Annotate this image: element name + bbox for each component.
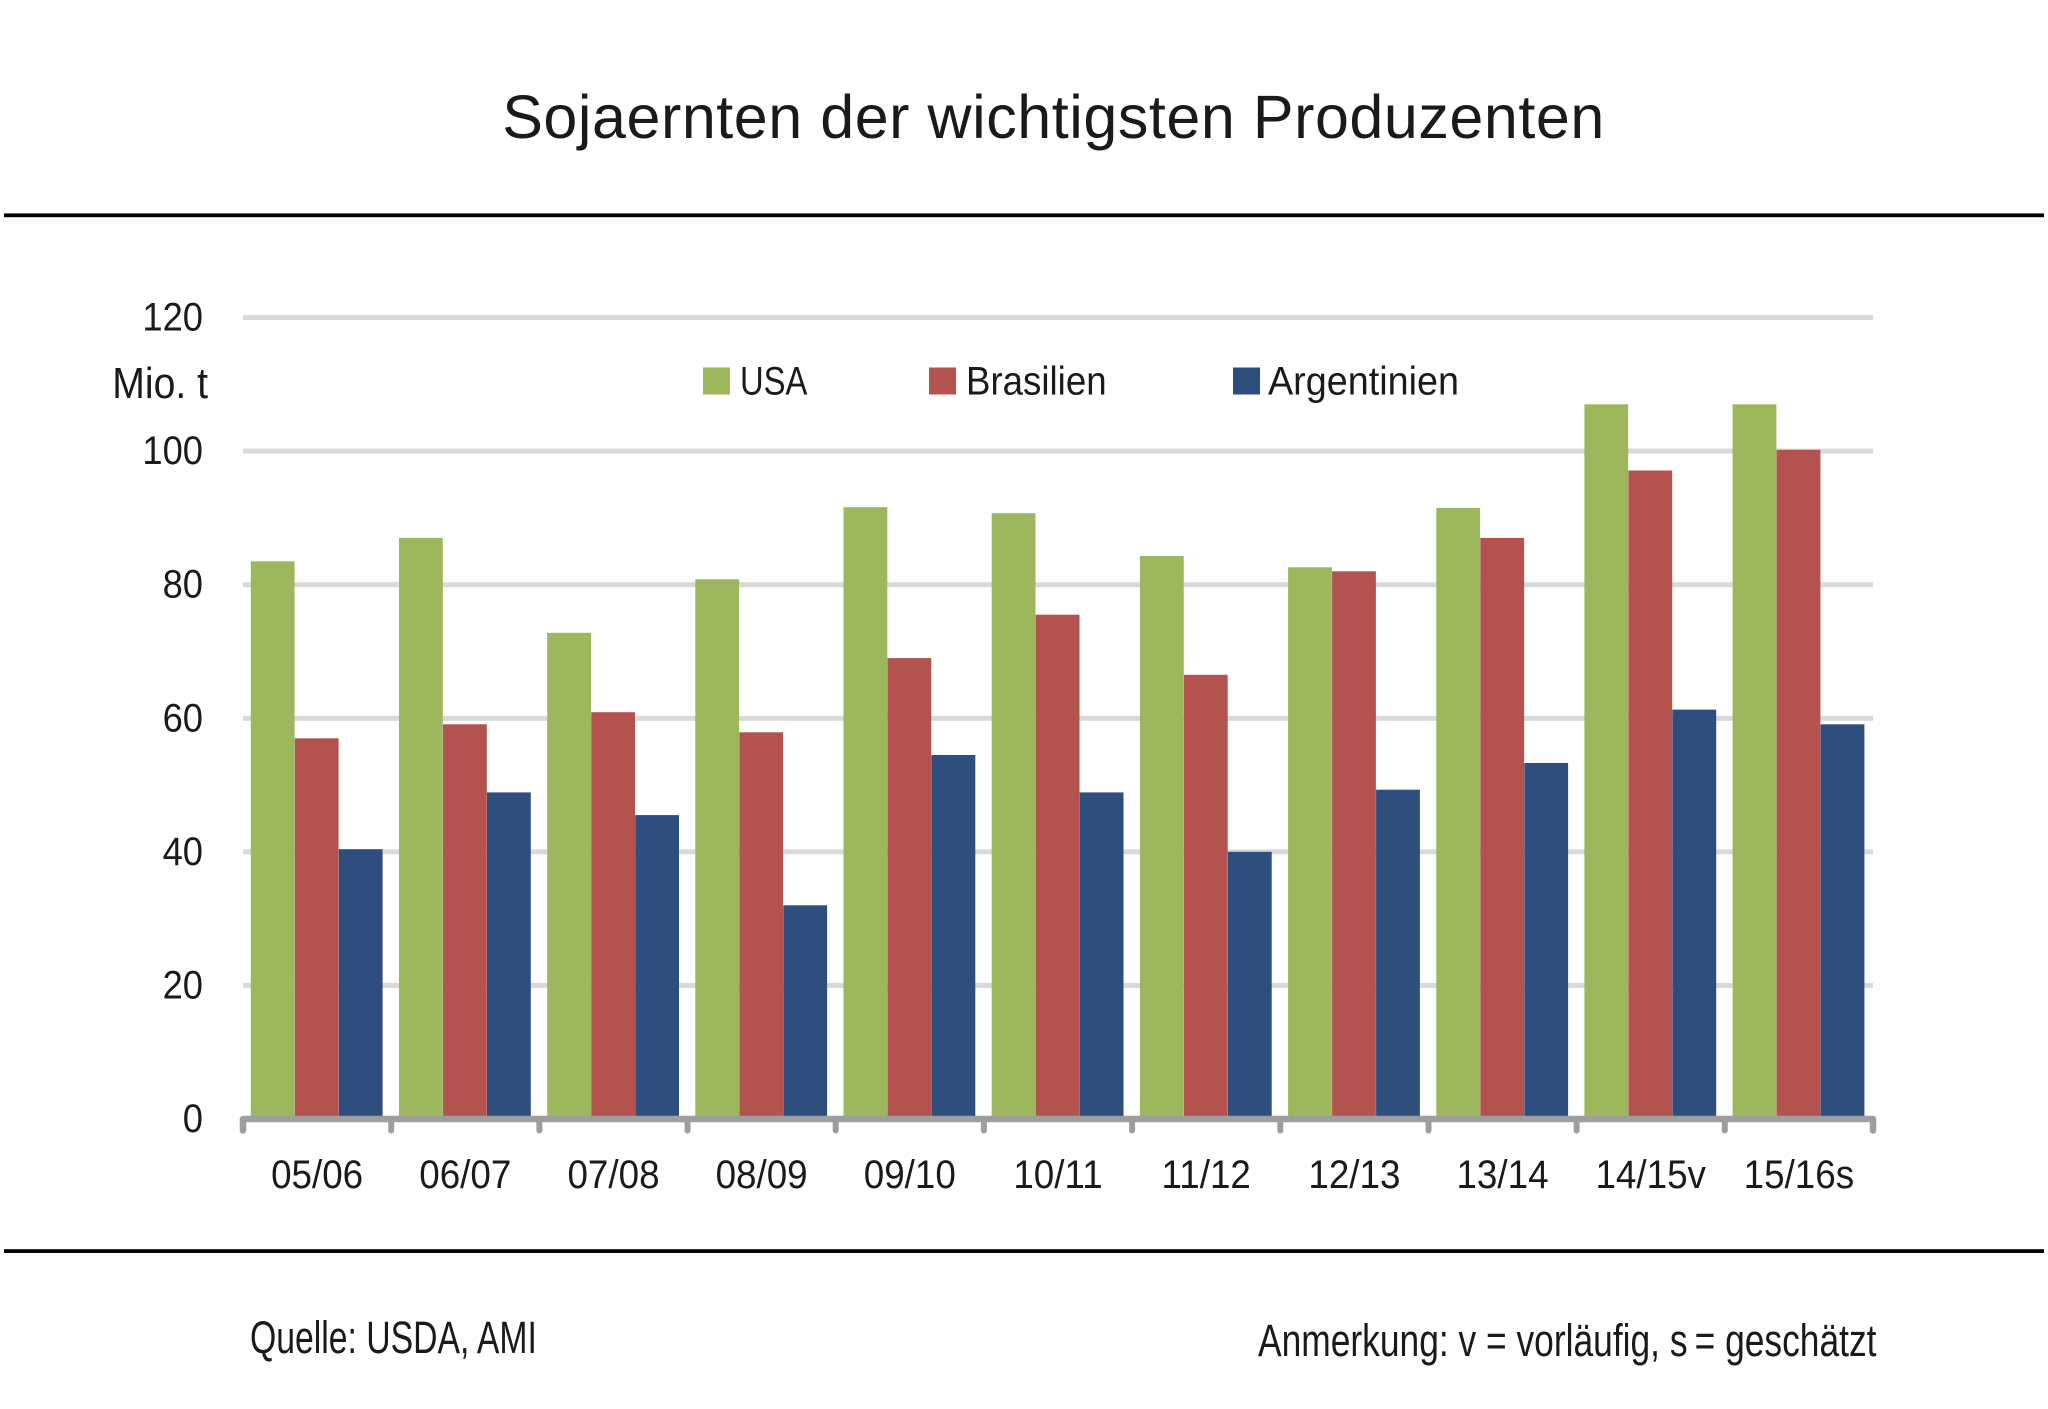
- svg-text:Quelle: USDA, AMI: Quelle: USDA, AMI: [250, 1313, 537, 1363]
- svg-text:05/06: 05/06: [271, 1153, 363, 1198]
- svg-text:12/13: 12/13: [1308, 1153, 1400, 1198]
- svg-text:Sojaernten der wichtigsten Pro: Sojaernten der wichtigsten Produzenten: [502, 83, 1605, 151]
- svg-text:13/14: 13/14: [1456, 1153, 1548, 1198]
- svg-text:Brasilien: Brasilien: [966, 359, 1107, 404]
- svg-text:120: 120: [142, 296, 203, 340]
- svg-text:14/15v: 14/15v: [1595, 1153, 1706, 1198]
- svg-text:USA: USA: [740, 358, 808, 403]
- svg-text:08/09: 08/09: [716, 1153, 808, 1198]
- svg-text:06/07: 06/07: [419, 1153, 511, 1198]
- svg-text:Anmerkung: v = vorläufig, s =: Anmerkung: v = vorläufig, s = geschätzt: [1258, 1315, 1876, 1366]
- svg-text:100: 100: [142, 430, 203, 474]
- svg-text:10/11: 10/11: [1013, 1153, 1102, 1198]
- svg-text:0: 0: [183, 1098, 203, 1142]
- svg-text:20: 20: [163, 964, 203, 1008]
- svg-text:11/12: 11/12: [1162, 1153, 1251, 1198]
- svg-text:07/08: 07/08: [567, 1153, 659, 1198]
- svg-text:60: 60: [163, 697, 203, 741]
- svg-text:80: 80: [163, 563, 203, 607]
- svg-text:40: 40: [163, 830, 203, 874]
- svg-text:Mio. t: Mio. t: [112, 358, 208, 408]
- svg-text:15/16s: 15/16s: [1744, 1153, 1854, 1198]
- svg-text:09/10: 09/10: [864, 1153, 956, 1198]
- svg-text:Argentinien: Argentinien: [1268, 360, 1459, 404]
